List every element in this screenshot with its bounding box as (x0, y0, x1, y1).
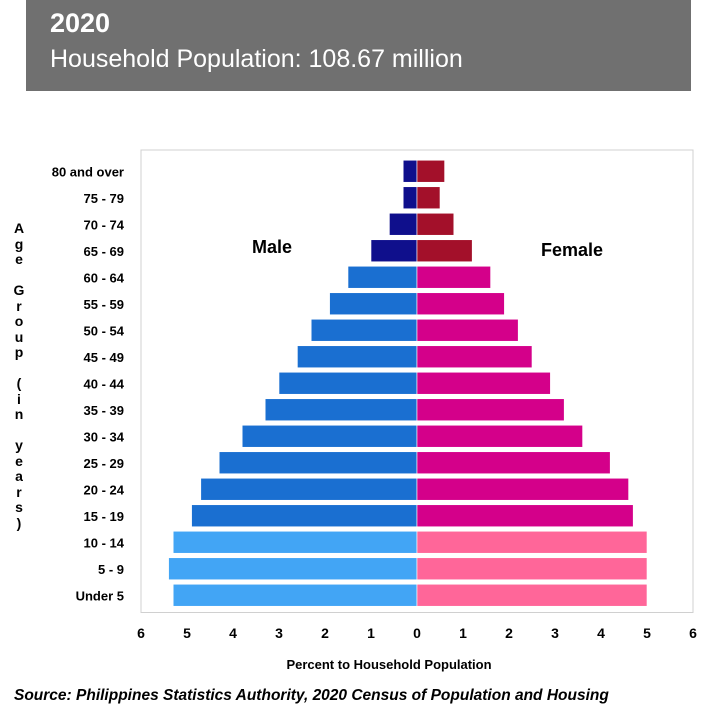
bar-male-7 (297, 345, 418, 369)
x-axis-label: Percent to Household Population (286, 657, 491, 672)
bar-male-3 (370, 239, 418, 263)
x-tick-label: 5 (183, 625, 191, 641)
y-tick-label: 25 - 29 (84, 456, 124, 471)
y-tick-label: 75 - 79 (84, 191, 124, 206)
bar-male-14 (172, 530, 418, 554)
y-tick-label: 45 - 49 (84, 350, 124, 365)
y-tick-label: 15 - 19 (84, 509, 124, 524)
y-tick-label: 35 - 39 (84, 403, 124, 418)
bar-female-15 (416, 557, 648, 581)
bar-female-14 (416, 530, 648, 554)
bar-female-0 (416, 159, 445, 183)
bar-female-6 (416, 318, 519, 342)
bar-female-7 (416, 345, 533, 369)
y-tick-label: 40 - 44 (84, 376, 125, 391)
bar-female-9 (416, 398, 565, 422)
bar-female-8 (416, 371, 551, 395)
x-tick-label: 6 (137, 625, 145, 641)
x-tick-label: 3 (275, 625, 283, 641)
bar-male-6 (310, 318, 418, 342)
bar-male-5 (329, 292, 418, 316)
bar-female-11 (416, 451, 611, 475)
y-tick-label: 50 - 54 (84, 323, 125, 338)
bar-male-1 (402, 186, 418, 210)
y-tick-label: Under 5 (76, 588, 124, 603)
bar-male-16 (172, 583, 418, 607)
bar-male-13 (191, 504, 418, 528)
bar-male-2 (389, 212, 418, 236)
y-axis-label: A g e G r o u p ( i n y e a r s ) (13, 220, 25, 531)
y-tick-label: 5 - 9 (98, 562, 124, 577)
bar-female-10 (416, 424, 583, 448)
x-tick-label: 4 (229, 625, 237, 641)
plot-frame (140, 149, 694, 613)
bar-male-4 (347, 265, 418, 289)
bar-male-0 (402, 159, 418, 183)
y-tick-label: 30 - 34 (84, 429, 125, 444)
x-tick-label: 5 (643, 625, 651, 641)
y-tick-label: 70 - 74 (84, 217, 125, 232)
bar-female-13 (416, 504, 634, 528)
bar-male-10 (241, 424, 418, 448)
source-note: Source: Philippines Statistics Authority… (14, 687, 609, 704)
chart-title: 2020 (50, 8, 111, 38)
bar-male-8 (278, 371, 418, 395)
y-tick-label: 55 - 59 (84, 297, 124, 312)
x-tick-label: 2 (505, 625, 513, 641)
chart-subtitle: Household Population: 108.67 million (50, 45, 463, 73)
bar-female-5 (416, 292, 505, 316)
bar-female-12 (416, 477, 629, 501)
x-tick-label: 4 (597, 625, 605, 641)
x-tick-label: 6 (689, 625, 697, 641)
y-tick-label: 65 - 69 (84, 244, 124, 259)
bar-female-4 (416, 265, 491, 289)
x-tick-label: 1 (367, 625, 375, 641)
y-tick-label: 10 - 14 (84, 535, 125, 550)
bar-female-1 (416, 186, 441, 210)
bar-female-16 (416, 583, 648, 607)
y-tick-label: 60 - 64 (84, 270, 125, 285)
bar-male-11 (218, 451, 418, 475)
y-tick-label: 20 - 24 (84, 482, 125, 497)
bar-male-9 (264, 398, 418, 422)
bar-female-2 (416, 212, 455, 236)
series-label-male: Male (252, 237, 292, 257)
bar-male-12 (200, 477, 418, 501)
chart-header: 2020 Household Population: 108.67 millio… (26, 0, 691, 91)
x-tick-label: 0 (413, 625, 421, 641)
x-tick-label: 1 (459, 625, 467, 641)
x-tick-label: 3 (551, 625, 559, 641)
bar-male-15 (168, 557, 418, 581)
bar-female-3 (416, 239, 473, 263)
series-label-female: Female (541, 240, 603, 260)
y-tick-label: 80 and over (52, 164, 124, 179)
x-tick-label: 2 (321, 625, 329, 641)
